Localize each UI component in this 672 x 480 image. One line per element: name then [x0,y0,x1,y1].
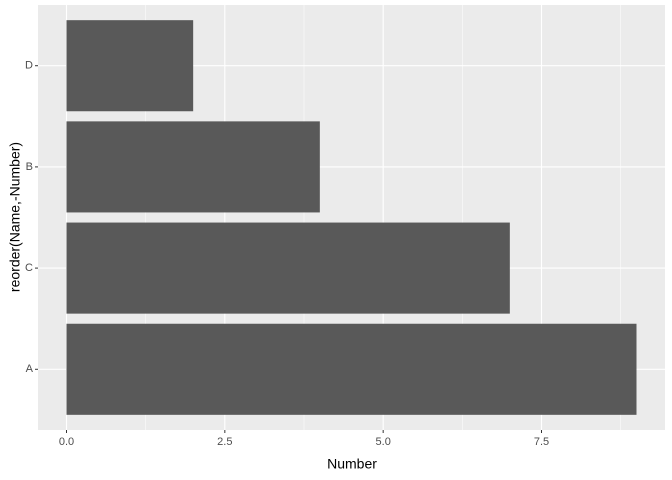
bar [66,121,320,213]
y-tick-label: C [25,262,33,274]
marks [66,20,637,415]
bar [66,222,510,314]
y-tick-label: A [26,363,34,375]
bar [66,323,637,415]
y-tick-label: D [25,60,33,72]
x-tick-label: 2.5 [217,436,232,448]
x-tick-label: 7.5 [534,436,549,448]
y-axis-title: reorder(Name,-Number) [7,142,23,292]
y-tick-label: B [26,161,33,173]
x-tick-label: 0.0 [59,436,74,448]
x-axis-title: Number [327,456,377,472]
bar [66,20,194,112]
x-tick-label: 5.0 [376,436,391,448]
